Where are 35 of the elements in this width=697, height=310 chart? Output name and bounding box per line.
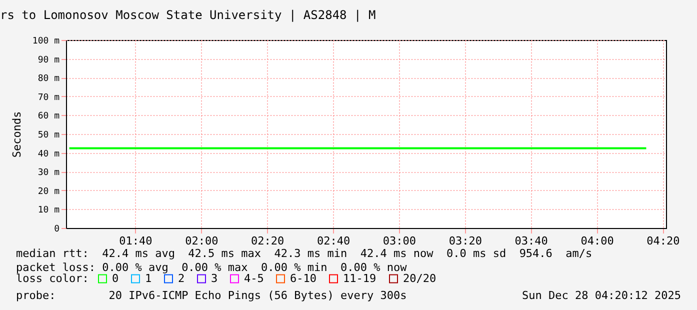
x-tick-label: 02:40: [316, 234, 350, 248]
x-tick-label: 04:20: [646, 234, 680, 248]
y-tick-label: 80 m: [38, 74, 60, 84]
legend-label: 2: [178, 272, 185, 285]
y-tick-label: 40 m: [38, 149, 60, 160]
y-tick-label: 90 m: [38, 55, 60, 66]
text: Sun Dec 28 04:20:12 2025: [522, 289, 681, 302]
x-tick-label: 02:00: [185, 234, 218, 248]
legend-label: 11-19: [343, 272, 376, 285]
text: median rtt: 42.4 ms avg 42.5 ms max 42.3 ms min 42.4 ms now 0.0 ms sd 954.6 am/s: [16, 247, 592, 260]
text: probe: 20 IPv6-ICMP Echo Pings (56 Bytes) every 300s: [16, 289, 407, 302]
legend-label: 20/20: [403, 272, 436, 285]
y-tick-label: 50 m: [38, 130, 60, 140]
y-tick-label: 70 m: [38, 92, 60, 103]
y-tick-label: 20 m: [38, 186, 60, 197]
y-tick-label: 0: [54, 224, 60, 234]
text: packet loss: 0.00 % avg 0.00 % max 0.00 % min 0.00 % now: [16, 261, 407, 274]
x-tick-label: 03:20: [448, 234, 482, 248]
y-tick-label: 100 m: [32, 36, 60, 46]
legend-label: 0: [112, 272, 119, 285]
legend-label: 3: [211, 272, 218, 285]
legend-label: 6-10: [290, 272, 316, 285]
y-axis-title: Seconds: [10, 111, 24, 158]
x-tick-label: 03:00: [382, 234, 416, 248]
x-tick-label: 02:20: [251, 234, 284, 248]
y-tick-label: 30 m: [38, 168, 60, 178]
x-tick-label: 04:00: [580, 234, 614, 248]
y-tick-label: 60 m: [38, 112, 60, 122]
chart-title: rs to Lomonosov Moscow State University | AS2848 | M: [0, 8, 376, 22]
legend-title: loss color:: [16, 272, 89, 285]
y-tick-label: 10 m: [38, 206, 60, 216]
x-tick-label: 03:40: [514, 234, 548, 248]
legend-label: 1: [145, 272, 152, 285]
legend-label: 4-5: [244, 272, 264, 285]
x-tick-label: 01:40: [119, 234, 152, 248]
